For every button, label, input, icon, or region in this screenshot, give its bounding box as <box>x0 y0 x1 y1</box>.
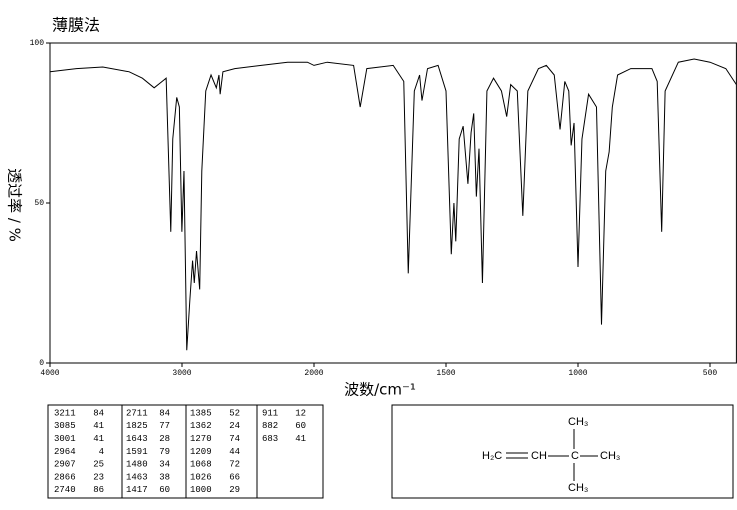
table-cell: 60 <box>295 421 306 431</box>
structure-group: CH₃ <box>568 416 588 428</box>
table-cell: 79 <box>159 447 170 457</box>
table-cell: 1480 <box>126 460 148 470</box>
x-tick-label: 3000 <box>172 369 191 378</box>
table-cell: 52 <box>229 408 240 418</box>
table-cell: 84 <box>159 408 170 418</box>
table-cell: 41 <box>93 434 104 444</box>
x-tick-label: 1000 <box>568 369 587 378</box>
table-cell: 2907 <box>54 460 76 470</box>
structure-group: H₂C <box>482 450 502 462</box>
table-cell: 2964 <box>54 447 76 457</box>
x-tick-label: 4000 <box>40 369 59 378</box>
structure-group: CH₃ <box>600 450 620 462</box>
table-cell: 23 <box>93 472 104 482</box>
table-cell: 2711 <box>126 408 148 418</box>
table-cell: 28 <box>159 434 170 444</box>
table-cell: 1026 <box>190 472 212 482</box>
table-cell: 41 <box>93 421 104 431</box>
table-cell: 24 <box>229 421 240 431</box>
chart-title: 薄膜法 <box>52 16 100 35</box>
table-cell: 34 <box>159 460 170 470</box>
table-cell: 74 <box>229 434 240 444</box>
x-tick-label: 1500 <box>436 369 455 378</box>
table-cell: 29 <box>229 485 240 495</box>
structure-group: CH₃ <box>568 482 588 494</box>
table-cell: 86 <box>93 485 104 495</box>
x-axis-label: 波数/cm⁻¹ <box>344 381 416 399</box>
table-cell: 683 <box>262 434 278 444</box>
table-cell: 1591 <box>126 447 148 457</box>
table-cell: 84 <box>93 408 104 418</box>
y-tick-label: 50 <box>34 199 44 208</box>
table-cell: 25 <box>93 460 104 470</box>
table-cell: 66 <box>229 472 240 482</box>
table-cell: 1000 <box>190 485 212 495</box>
table-cell: 1270 <box>190 434 212 444</box>
y-tick-label: 100 <box>30 39 45 48</box>
table-cell: 72 <box>229 460 240 470</box>
table-cell: 44 <box>229 447 240 457</box>
table-cell: 1362 <box>190 421 212 431</box>
table-cell: 60 <box>159 485 170 495</box>
table-cell: 41 <box>295 434 306 444</box>
table-cell: 3211 <box>54 408 76 418</box>
spectrum-line <box>49 58 737 351</box>
table-cell: 4 <box>99 447 104 457</box>
y-tick-label: 0 <box>39 359 44 368</box>
table-cell: 77 <box>159 421 170 431</box>
structure-frame <box>391 404 734 499</box>
table-cell: 1068 <box>190 460 212 470</box>
structure-group: C <box>571 450 579 462</box>
table-cell: 882 <box>262 421 278 431</box>
table-cell: 3085 <box>54 421 76 431</box>
x-tick-label: 500 <box>703 369 718 378</box>
table-cell: 1209 <box>190 447 212 457</box>
table-cell: 1385 <box>190 408 212 418</box>
table-cell: 12 <box>295 408 306 418</box>
table-cell: 2740 <box>54 485 76 495</box>
structure-group: CH <box>531 450 547 462</box>
plot-frame <box>49 42 737 364</box>
table-cell: 2866 <box>54 472 76 482</box>
table-cell: 38 <box>159 472 170 482</box>
x-tick-label: 2000 <box>304 369 323 378</box>
structure: CH₃ H₂C CH C CH₃ CH₃ <box>482 416 620 494</box>
table-cell: 1417 <box>126 485 148 495</box>
table-cell: 3001 <box>54 434 76 444</box>
table-cell: 911 <box>262 408 278 418</box>
y-axis-label: 透过率 / % <box>6 168 24 242</box>
table-cell: 1825 <box>126 421 148 431</box>
table-cell: 1463 <box>126 472 148 482</box>
table-cell: 1643 <box>126 434 148 444</box>
